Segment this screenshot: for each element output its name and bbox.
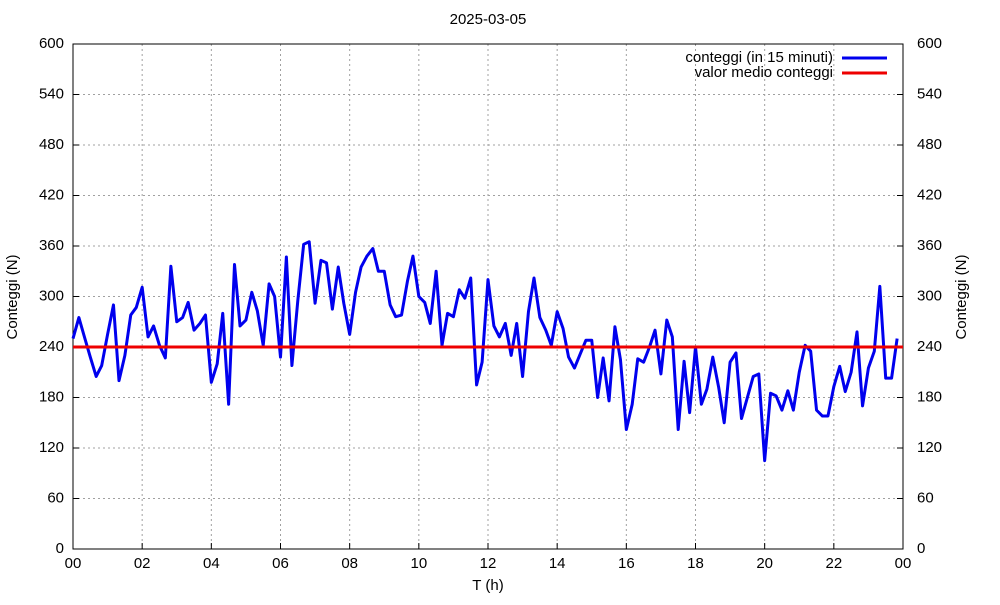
x-tick-label: 12 (480, 555, 497, 572)
y2-tick-label: 60 (917, 489, 934, 506)
x-tick-label: 18 (687, 555, 704, 572)
legend-label: valor medio conteggi (695, 64, 833, 81)
y-tick-label: 360 (39, 237, 64, 254)
y2-tick-label: 420 (917, 186, 942, 203)
x-tick-label: 10 (410, 555, 427, 572)
x-tick-label: 14 (549, 555, 566, 572)
y-tick-label: 0 (56, 540, 64, 557)
y-tick-label: 480 (39, 136, 64, 153)
x-tick-label: 08 (341, 555, 358, 572)
y-tick-label: 180 (39, 388, 64, 405)
y2-tick-label: 360 (917, 237, 942, 254)
y2-tick-label: 0 (917, 540, 925, 557)
y-tick-label: 540 (39, 85, 64, 102)
y-tick-label: 240 (39, 338, 64, 355)
x-tick-label: 04 (203, 555, 220, 572)
chart-title: 2025-03-05 (450, 11, 527, 28)
y2-tick-label: 180 (917, 388, 942, 405)
legend-label: conteggi (in 15 minuti) (685, 49, 833, 66)
y-tick-label: 60 (47, 489, 64, 506)
y2-axis-label: Conteggi (N) (953, 254, 970, 339)
x-tick-label: 20 (756, 555, 773, 572)
x-tick-label: 00 (895, 555, 912, 572)
y-tick-label: 300 (39, 287, 64, 304)
x-tick-label: 06 (272, 555, 289, 572)
x-tick-label: 02 (134, 555, 151, 572)
x-axis-label: T (h) (472, 577, 503, 594)
x-tick-label: 22 (825, 555, 842, 572)
x-tick-label: 16 (618, 555, 635, 572)
y2-tick-label: 300 (917, 287, 942, 304)
y-tick-label: 600 (39, 35, 64, 52)
y-axis-label: Conteggi (N) (4, 254, 21, 339)
y2-tick-label: 480 (917, 136, 942, 153)
y2-tick-label: 600 (917, 35, 942, 52)
plot-frame (72, 43, 904, 550)
y2-tick-label: 240 (917, 338, 942, 355)
y2-tick-label: 540 (917, 85, 942, 102)
y-tick-label: 420 (39, 186, 64, 203)
x-tick-label: 00 (65, 555, 82, 572)
y2-tick-label: 120 (917, 439, 942, 456)
data-line (71, 240, 899, 463)
y-tick-label: 120 (39, 439, 64, 456)
